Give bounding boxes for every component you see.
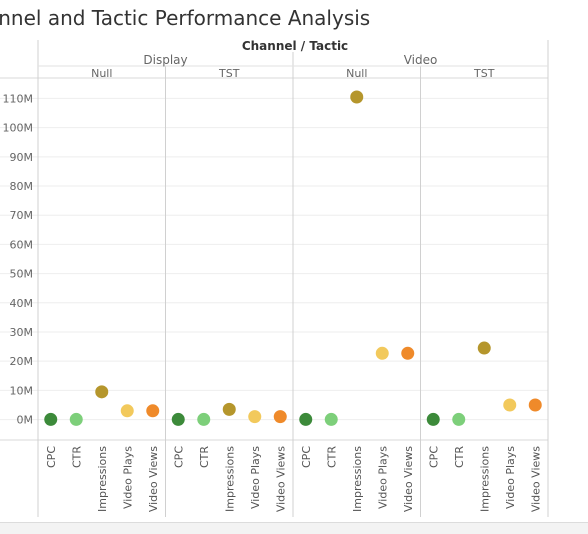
x-tick-label: CTR — [325, 446, 338, 468]
x-tick-label: CPC — [45, 446, 58, 468]
data-point — [426, 412, 440, 426]
y-tick-label: 20M — [10, 355, 34, 368]
x-tick-label: Video Views — [274, 446, 287, 512]
x-tick-label: CPC — [172, 446, 185, 468]
data-point — [375, 346, 389, 360]
data-point — [44, 412, 58, 426]
tactic-header: Null — [346, 67, 367, 80]
x-tick-label: Impressions — [478, 446, 491, 512]
x-tick-label: Video Plays — [376, 446, 389, 509]
data-point — [95, 385, 109, 399]
y-tick-label: 60M — [10, 238, 34, 251]
y-tick-label: 30M — [10, 326, 34, 339]
data-point — [452, 412, 466, 426]
x-axis-labels: CPC CTR Impressions Video Plays Video Views C… — [45, 446, 543, 513]
x-tick-label: Impressions — [96, 446, 109, 512]
data-point — [401, 346, 415, 360]
x-tick-label: Video Views — [529, 446, 542, 512]
column-headers: Channel / Tactic Display Video Null TST Null T… — [91, 39, 495, 80]
x-tick-label: CPC — [300, 446, 313, 468]
data-point — [146, 404, 160, 418]
y-tick-label: 110M — [3, 92, 34, 105]
y-tick-label: 100M — [3, 122, 34, 135]
data-point — [350, 90, 364, 104]
data-point — [69, 412, 83, 426]
x-tick-label: Impressions — [351, 446, 364, 512]
data-point — [299, 412, 313, 426]
x-tick-label: Video Plays — [504, 446, 517, 509]
grid-layer — [0, 40, 549, 517]
x-tick-label: Video Plays — [121, 446, 134, 509]
column-header-title: Channel / Tactic — [242, 39, 348, 53]
scrollbar-track — [0, 522, 588, 534]
data-point — [248, 410, 262, 424]
x-tick-label: CTR — [198, 446, 211, 468]
data-point — [197, 412, 211, 426]
data-marks — [44, 90, 542, 426]
tactic-header: Null — [91, 67, 112, 80]
x-tick-label: CTR — [70, 446, 83, 468]
x-tick-label: CPC — [427, 446, 440, 468]
y-tick-label: 40M — [10, 297, 34, 310]
data-point — [503, 398, 517, 412]
y-tick-label: 70M — [10, 209, 34, 222]
scatter-chart: Channel / Tactic Display Video Null TST Null T… — [0, 39, 549, 517]
data-point — [222, 402, 236, 416]
x-tick-label: Video Views — [402, 446, 415, 512]
data-point — [273, 410, 287, 424]
x-tick-label: CTR — [453, 446, 466, 468]
data-point — [324, 412, 338, 426]
x-tick-label: Video Views — [147, 446, 160, 512]
data-point — [120, 404, 134, 418]
data-point — [477, 341, 491, 355]
y-axis: 0M 10M 20M 30M 40M 50M 60M 70M 80M 90M 100M 110M — [3, 92, 34, 426]
y-tick-label: 10M — [10, 384, 34, 397]
channel-header: Video — [404, 53, 438, 67]
y-tick-label: 90M — [10, 151, 34, 164]
y-tick-label: 0M — [17, 414, 34, 427]
x-tick-label: Impressions — [223, 446, 236, 512]
x-tick-label: Video Plays — [249, 446, 262, 509]
chart-title: annel and Tactic Performance Analysis — [0, 6, 371, 30]
data-point — [528, 398, 542, 412]
tactic-header: TST — [218, 67, 240, 80]
y-tick-label: 50M — [10, 268, 34, 281]
y-tick-label: 80M — [10, 180, 34, 193]
data-point — [171, 412, 185, 426]
tactic-header: TST — [473, 67, 495, 80]
channel-header: Display — [143, 53, 187, 67]
